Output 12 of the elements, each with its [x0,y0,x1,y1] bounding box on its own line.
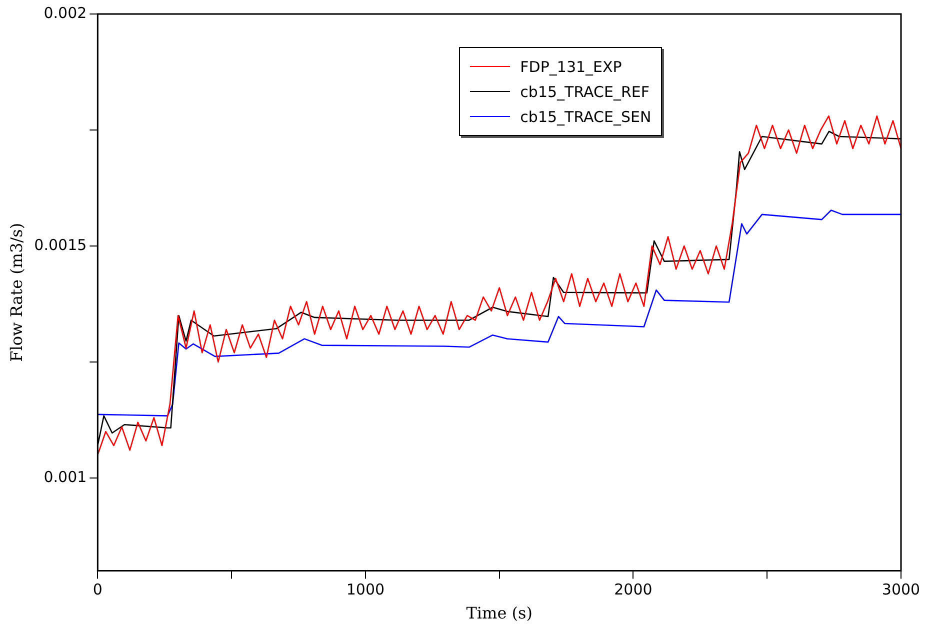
legend-label: FDP_131_EXP [520,58,622,76]
y-axis-title: Flow Rate (m3/s) [6,222,26,362]
legend-label: cb15_TRACE_REF [520,82,650,100]
x-tick-label: 2000 [614,580,652,599]
y-tick-label: 0.001 [44,468,87,486]
y-tick-label: 0.002 [44,4,87,22]
x-axis-title: Time (s) [466,604,532,623]
x-tick-label: 3000 [882,580,920,599]
legend-label: cb15_TRACE_SEN [520,108,652,126]
y-tick-label: 0.0015 [34,236,87,254]
x-tick-label: 0 [92,580,102,599]
x-tick-label: 1000 [346,580,385,599]
